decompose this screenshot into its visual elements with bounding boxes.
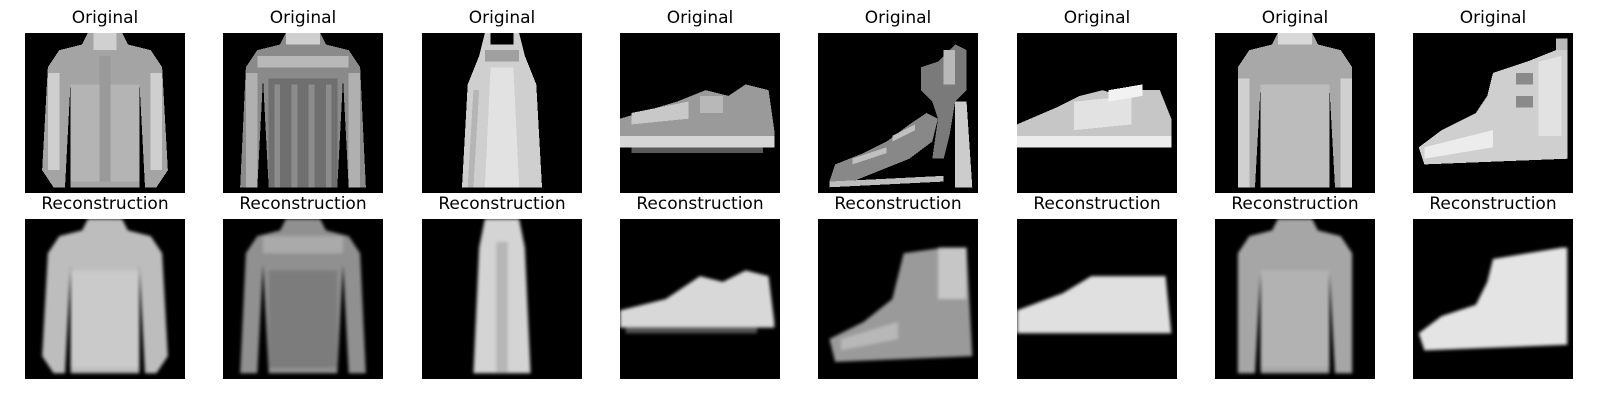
reconstruction-image-jacket [223,219,383,379]
reconstruction-title: Reconstruction [1429,194,1557,214]
reconstruction-image-sandal [818,219,978,379]
original-image-shirt [25,33,185,193]
reconstruction-image-shirt [25,219,185,379]
original-title: Original [1261,8,1329,28]
original-image-ankle-boot [1413,33,1573,193]
reconstruction-image-top [1215,219,1375,379]
original-image-sneaker [620,33,780,193]
original-image-sandal [818,33,978,193]
reconstruction-title: Reconstruction [1033,194,1161,214]
reconstruction-image-sneaker [620,219,780,379]
original-image-dress [422,33,582,193]
reconstruction-image-ankle-boot [1413,219,1573,379]
original-title: Original [468,8,536,28]
original-title: Original [71,8,139,28]
original-title: Original [864,8,932,28]
original-title: Original [1459,8,1527,28]
original-title: Original [666,8,734,28]
original-image-jacket [223,33,383,193]
original-image-top [1215,33,1375,193]
original-title: Original [269,8,337,28]
reconstruction-image-sneaker-2 [1017,219,1177,379]
reconstruction-title: Reconstruction [41,194,169,214]
original-image-sneaker-2 [1017,33,1177,193]
reconstruction-image-dress [422,219,582,379]
reconstruction-title: Reconstruction [834,194,962,214]
reconstruction-title: Reconstruction [438,194,566,214]
reconstruction-title: Reconstruction [1231,194,1359,214]
original-title: Original [1063,8,1131,28]
reconstruction-title: Reconstruction [636,194,764,214]
reconstruction-title: Reconstruction [239,194,367,214]
